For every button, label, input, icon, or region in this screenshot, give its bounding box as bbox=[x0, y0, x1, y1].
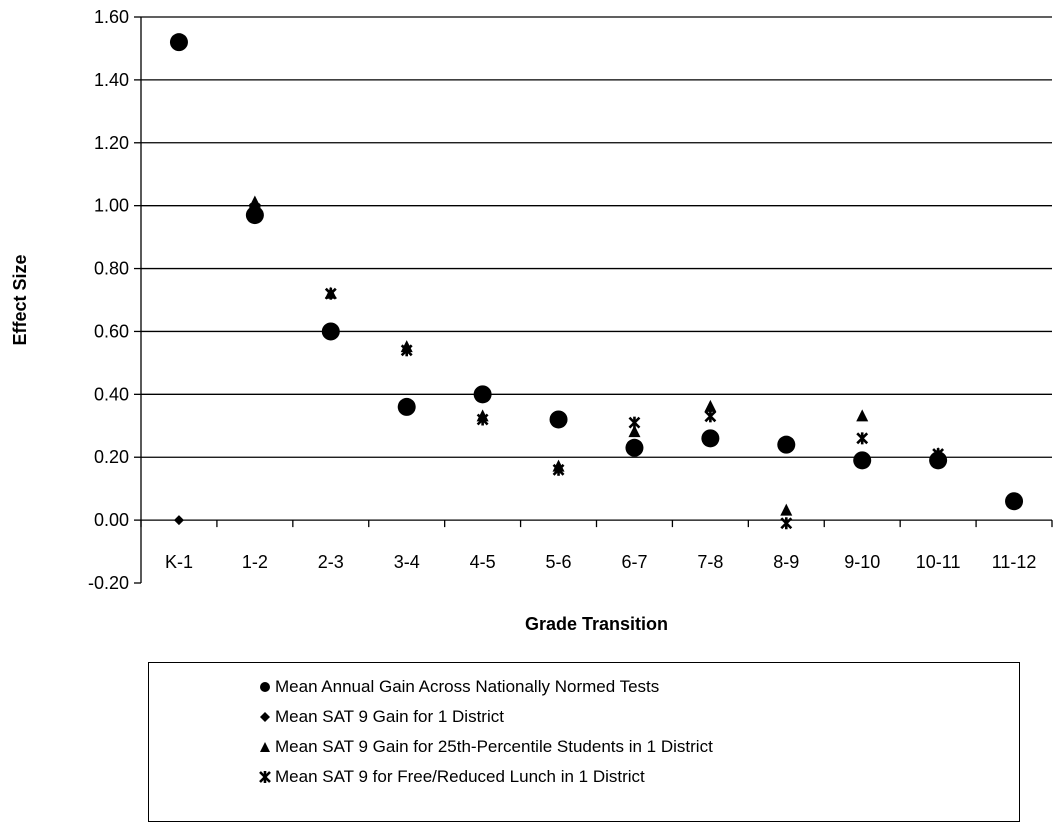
data-point-star bbox=[552, 463, 565, 476]
data-point-star bbox=[704, 410, 717, 423]
data-point-triangle bbox=[780, 503, 793, 516]
data-point-star bbox=[856, 432, 869, 445]
data-point-circle bbox=[397, 397, 416, 416]
x-tick-label: 4-5 bbox=[470, 552, 496, 572]
x-tick-label: 3-4 bbox=[394, 552, 420, 572]
triangle-marker-icon bbox=[260, 742, 270, 752]
legend-label: Mean SAT 9 Gain for 25th-Percentile Stud… bbox=[275, 737, 713, 756]
data-point-star bbox=[476, 413, 489, 426]
data-point-circle bbox=[929, 451, 948, 470]
legend-label: Mean SAT 9 Gain for 1 District bbox=[275, 707, 504, 726]
legend: Mean Annual Gain Across Nationally Norme… bbox=[148, 662, 1020, 822]
y-tick-labels: 1.60 1.40 1.20 1.00 0.80 0.60 0.40 0.20 0.00 -0.2… bbox=[88, 7, 129, 593]
x-tick-label: 2-3 bbox=[318, 552, 344, 572]
x-tick-label: 6-7 bbox=[621, 552, 647, 572]
y-tick-label: 1.00 bbox=[94, 196, 129, 216]
legend-item-sat9-25th-percentile: Mean SAT 9 Gain for 25th-Percentile Stud… bbox=[257, 735, 713, 759]
y-tick-label: 1.20 bbox=[94, 133, 129, 153]
x-tick-label: 9-10 bbox=[844, 552, 880, 572]
x-axis-label: Grade Transition bbox=[525, 614, 668, 634]
x-tick-label: 10-11 bbox=[916, 552, 961, 572]
data-point-circle bbox=[549, 410, 568, 429]
y-tick-label: 1.40 bbox=[94, 70, 129, 90]
data-point-circle bbox=[701, 429, 720, 448]
data-point-circle bbox=[853, 451, 872, 470]
star-marker-icon bbox=[259, 771, 271, 783]
y-axis-label: Effect Size bbox=[10, 254, 30, 345]
circle-marker-icon bbox=[260, 682, 270, 692]
y-tick-label: 0.60 bbox=[94, 321, 129, 341]
data-point-triangle bbox=[704, 399, 717, 412]
y-tick-label: 0.40 bbox=[94, 384, 129, 404]
data-point-circle bbox=[169, 33, 188, 52]
x-tick-label: 11-12 bbox=[992, 552, 1037, 572]
data-point-circle bbox=[321, 322, 340, 341]
x-tick-labels: K-1 1-2 2-3 3-4 4-5 5-6 6-7 7-8 8-9 9-10 10-11 11-1… bbox=[165, 552, 1036, 572]
y-tick-label: -0.20 bbox=[88, 573, 129, 593]
data-point-star bbox=[780, 517, 793, 530]
x-tick-label: K-1 bbox=[165, 552, 193, 572]
legend-item-mean-annual-gain: Mean Annual Gain Across Nationally Norme… bbox=[257, 675, 659, 699]
data-point-diamond bbox=[173, 515, 184, 526]
data-point-circle bbox=[1005, 492, 1024, 511]
legend-item-sat9-district: Mean SAT 9 Gain for 1 District bbox=[257, 705, 504, 729]
scatter-chart: 1.60 1.40 1.20 1.00 0.80 0.60 0.40 0.20 0.00 -0.2… bbox=[10, 7, 1053, 634]
axes bbox=[134, 16, 1053, 584]
y-tick-label: 0.80 bbox=[94, 259, 129, 279]
data-point-circle bbox=[473, 385, 492, 404]
y-tick-label: 1.60 bbox=[94, 7, 129, 27]
legend-label: Mean SAT 9 for Free/Reduced Lunch in 1 D… bbox=[275, 767, 645, 786]
data-point-triangle bbox=[856, 409, 869, 422]
data-point-star bbox=[400, 344, 413, 357]
data-point-star bbox=[324, 287, 337, 300]
x-tick-label: 1-2 bbox=[242, 552, 268, 572]
data-point-circle bbox=[245, 206, 264, 225]
y-tick-label: 0.00 bbox=[94, 510, 129, 530]
data-points bbox=[169, 33, 1024, 530]
data-point-triangle bbox=[628, 425, 641, 438]
legend-label: Mean Annual Gain Across Nationally Norme… bbox=[275, 677, 660, 696]
x-tick-label: 8-9 bbox=[773, 552, 799, 572]
y-tick-label: 0.20 bbox=[94, 447, 129, 467]
legend-item-sat9-free-reduced-lunch: Mean SAT 9 for Free/Reduced Lunch in 1 D… bbox=[257, 765, 645, 789]
x-tick-label: 5-6 bbox=[546, 552, 572, 572]
data-point-circle bbox=[625, 438, 644, 457]
x-tick-label: 7-8 bbox=[697, 552, 723, 572]
diamond-marker-icon bbox=[260, 712, 270, 722]
grid-lines bbox=[141, 16, 1052, 458]
data-point-star bbox=[628, 416, 641, 429]
data-point-circle bbox=[777, 435, 796, 454]
